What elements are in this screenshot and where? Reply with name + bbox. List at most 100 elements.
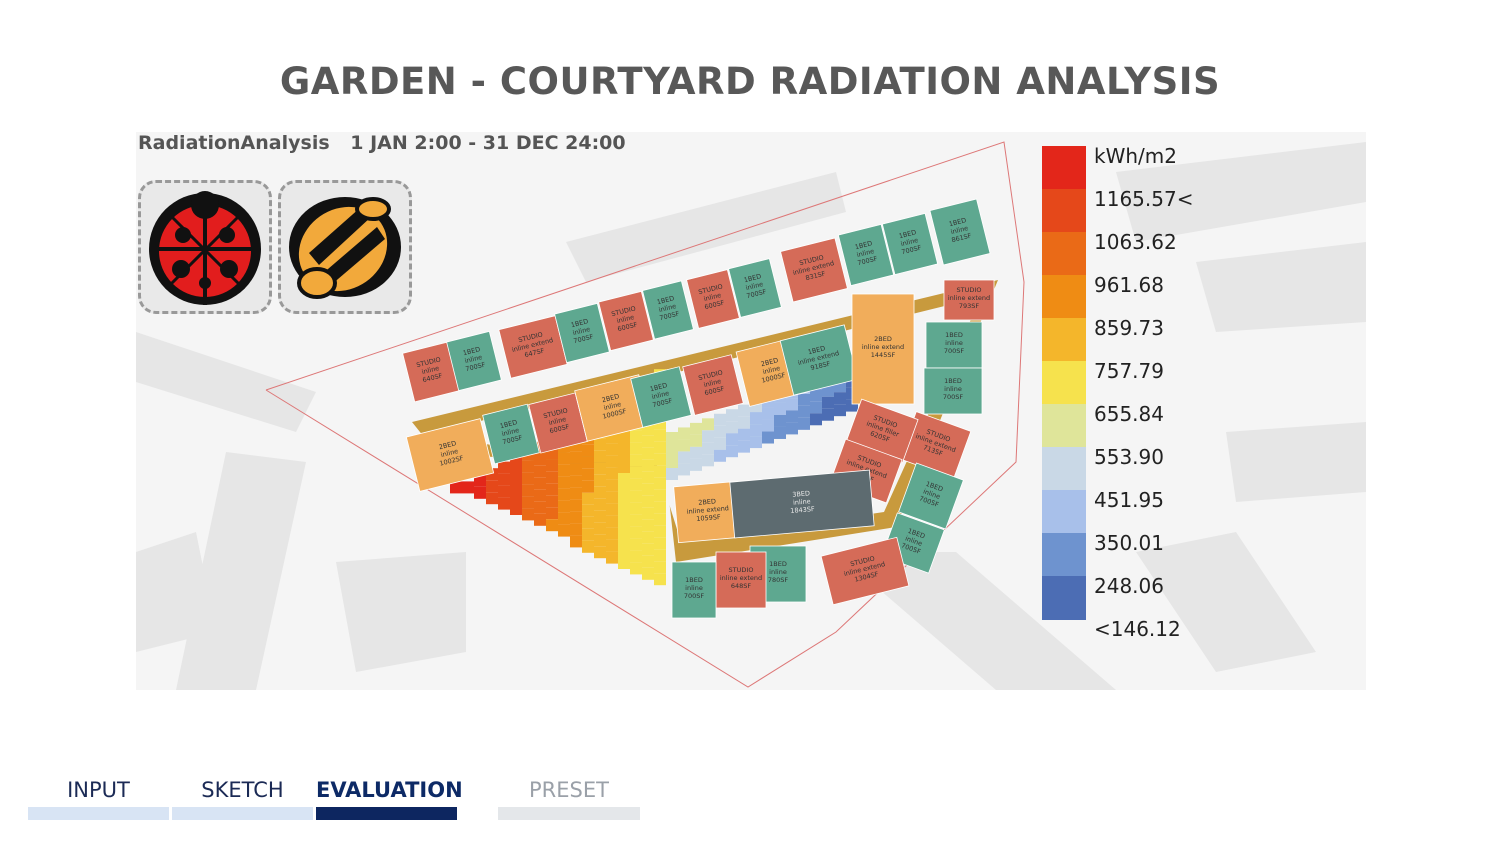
radiation-cell — [498, 473, 510, 486]
page-title: GARDEN - COURTYARD RADIATION ANALYSIS — [279, 60, 1221, 103]
radiation-cell — [750, 436, 762, 449]
radiation-cell — [654, 429, 666, 442]
radiation-cell — [534, 513, 546, 526]
unit-area: 780SF — [768, 576, 789, 584]
radiation-cell — [558, 476, 570, 489]
radiation-cell — [606, 551, 618, 564]
radiation-cell — [594, 474, 606, 487]
radiation-cell — [510, 479, 522, 491]
tab-preset[interactable]: PRESET — [498, 772, 640, 820]
radiation-cell — [606, 515, 618, 528]
radiation-cell — [774, 402, 786, 415]
radiation-cell — [582, 540, 594, 553]
legend-label: 1165.57< — [1094, 187, 1194, 211]
radiation-cell — [630, 502, 642, 515]
radiation-cell — [654, 561, 666, 574]
radiation-cell — [642, 507, 654, 520]
radiation-cell — [594, 438, 606, 451]
stage-tabs: INPUT SKETCH EVALUATION PRESET — [0, 772, 1500, 832]
radiation-cell — [606, 455, 618, 468]
unit-type: 1BED — [769, 560, 787, 568]
radiation-cell — [546, 483, 558, 496]
radiation-cell — [594, 546, 606, 559]
legend-label: 248.06 — [1094, 574, 1164, 598]
radiation-cell — [498, 497, 510, 510]
site-plan: STUDIO inline 640SF 1BED inline 700SF STUDIO in… — [136, 132, 1366, 690]
legend-label: 553.90 — [1094, 445, 1164, 469]
unit-area: 1843SF — [790, 505, 815, 515]
radiation-cell — [642, 483, 654, 496]
radiation-cell — [606, 443, 618, 456]
unit-type: STUDIO — [729, 566, 754, 574]
tab-input[interactable]: INPUT — [28, 772, 169, 820]
radiation-cell — [594, 486, 606, 499]
radiation-cell — [558, 524, 570, 537]
radiation-cell — [618, 449, 630, 461]
radiation-cell — [810, 401, 822, 414]
radiation-cell — [642, 459, 654, 472]
radiation-cell — [534, 489, 546, 502]
tab-sketch[interactable]: SKETCH — [172, 772, 313, 820]
radiation-cell — [630, 562, 642, 575]
unit-shape — [780, 237, 848, 303]
radiation-cell — [630, 430, 642, 443]
legend-swatch — [1042, 232, 1086, 276]
radiation-cell — [654, 513, 666, 526]
radiation-cell — [666, 456, 678, 468]
legend-swatch — [1042, 361, 1086, 405]
radiation-cell — [798, 405, 810, 418]
unit-shape — [925, 321, 983, 369]
radiation-cell — [486, 492, 498, 505]
radiation-cell — [462, 481, 474, 494]
unit-shape — [728, 258, 782, 318]
radiation-cell — [594, 498, 606, 511]
tab-sketch-bar — [172, 807, 313, 820]
unit-area: 793SF — [959, 302, 980, 310]
radiation-cell — [546, 519, 558, 532]
tab-evaluation[interactable]: EVALUATION — [316, 772, 463, 820]
unit-shape — [686, 269, 740, 329]
radiation-cell — [822, 408, 834, 421]
tab-preset-bar — [498, 807, 640, 820]
radiation-cell — [690, 446, 702, 459]
legend-swatch-top — [1042, 146, 1086, 190]
radiation-cell — [522, 496, 534, 509]
unit-type: 1BED — [945, 331, 963, 339]
radiation-cell — [618, 473, 630, 485]
radiation-cell — [654, 549, 666, 562]
radiation-cell — [594, 450, 606, 463]
radiation-cell — [834, 392, 846, 405]
radiation-cell — [558, 512, 570, 525]
site-plan-drawing: STUDIOinline640SF1BEDinline700SFSTUDIOin… — [136, 132, 1366, 690]
radiation-cell — [606, 491, 618, 504]
radiation-cell — [522, 460, 534, 473]
radiation-cell — [726, 445, 738, 458]
radiation-cell — [642, 471, 654, 484]
radiation-cell — [702, 430, 714, 443]
unit-area: 700SF — [944, 347, 965, 355]
radiation-cell — [654, 477, 666, 490]
radiation-cell — [522, 472, 534, 485]
unit-shape — [923, 367, 983, 415]
radiation-cell — [474, 474, 486, 487]
radiation-cell — [594, 534, 606, 547]
radiation-cell — [678, 427, 690, 440]
radiation-cell — [534, 477, 546, 490]
radiation-cell — [510, 467, 522, 479]
unit-area: 700SF — [943, 393, 964, 401]
radiation-cell — [606, 479, 618, 492]
unit-shape — [554, 302, 610, 364]
unit-type: 1BED — [944, 377, 962, 385]
unit-kind: inline extend — [948, 294, 990, 302]
unit-area: 1445SF — [871, 351, 896, 359]
